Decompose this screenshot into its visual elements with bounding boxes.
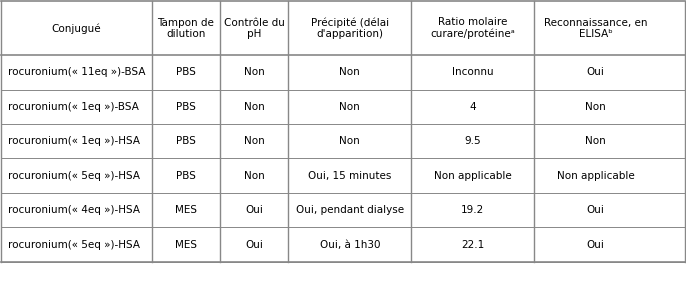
Text: MES: MES <box>175 239 197 249</box>
Text: rocuronium(« 5eq »)-HSA: rocuronium(« 5eq »)-HSA <box>8 239 140 249</box>
Text: Conjugué: Conjugué <box>51 23 102 34</box>
Text: Reconnaissance, en
ELISAᵇ: Reconnaissance, en ELISAᵇ <box>544 18 648 39</box>
Text: Oui: Oui <box>587 239 605 249</box>
Text: Non: Non <box>585 102 606 112</box>
Text: Oui: Oui <box>245 205 263 215</box>
Text: 22.1: 22.1 <box>461 239 484 249</box>
Text: Non: Non <box>244 67 265 77</box>
Text: Oui, 15 minutes: Oui, 15 minutes <box>308 171 392 181</box>
Text: rocuronium(« 11eq »)-BSA: rocuronium(« 11eq »)-BSA <box>8 67 145 77</box>
Text: Tampon de
dilution: Tampon de dilution <box>157 18 214 39</box>
Text: Oui, à 1h30: Oui, à 1h30 <box>320 239 380 249</box>
Text: Non: Non <box>244 102 265 112</box>
Text: rocuronium(« 5eq »)-HSA: rocuronium(« 5eq »)-HSA <box>8 171 140 181</box>
Text: PBS: PBS <box>176 102 196 112</box>
Text: PBS: PBS <box>176 67 196 77</box>
Text: Ratio molaire
curare/protéineᵃ: Ratio molaire curare/protéineᵃ <box>430 17 515 40</box>
Text: rocuronium(« 1eq »)-HSA: rocuronium(« 1eq »)-HSA <box>8 136 140 146</box>
Text: rocuronium(« 1eq »)-BSA: rocuronium(« 1eq »)-BSA <box>8 102 139 112</box>
Text: 9.5: 9.5 <box>464 136 481 146</box>
Text: Non applicable: Non applicable <box>434 171 512 181</box>
Text: Non: Non <box>585 136 606 146</box>
Text: Non applicable: Non applicable <box>557 171 635 181</box>
Text: Non: Non <box>244 171 265 181</box>
Text: Non: Non <box>340 67 360 77</box>
Text: Non: Non <box>244 136 265 146</box>
Text: Inconnu: Inconnu <box>452 67 494 77</box>
Text: Non: Non <box>340 136 360 146</box>
Text: PBS: PBS <box>176 171 196 181</box>
Text: Oui: Oui <box>245 239 263 249</box>
Text: Non: Non <box>340 102 360 112</box>
Text: Oui, pendant dialyse: Oui, pendant dialyse <box>296 205 404 215</box>
Text: Oui: Oui <box>587 67 605 77</box>
Text: PBS: PBS <box>176 136 196 146</box>
Text: Oui: Oui <box>587 205 605 215</box>
Text: Contrôle du
pH: Contrôle du pH <box>224 18 285 39</box>
Text: 4: 4 <box>469 102 476 112</box>
Text: Précipité (délai
d'apparition): Précipité (délai d'apparition) <box>311 17 389 39</box>
Text: 19.2: 19.2 <box>461 205 484 215</box>
Text: rocuronium(« 4eq »)-HSA: rocuronium(« 4eq »)-HSA <box>8 205 140 215</box>
Text: MES: MES <box>175 205 197 215</box>
